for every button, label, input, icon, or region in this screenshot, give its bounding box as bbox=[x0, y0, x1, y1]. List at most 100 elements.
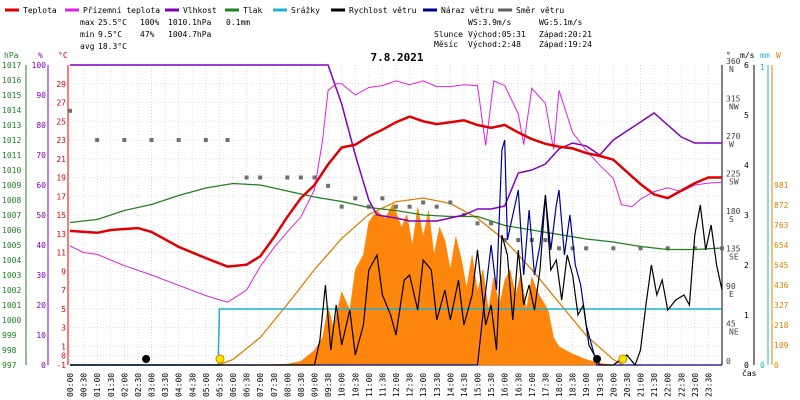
hpa-tick-5: 1002 bbox=[2, 286, 21, 295]
info-sun-rise: Východ:05:31 bbox=[468, 30, 526, 39]
dir-label-8: N bbox=[729, 65, 734, 74]
time-tick-24: 12:00 bbox=[392, 373, 401, 397]
time-tick-1: 00:30 bbox=[80, 373, 89, 397]
time-tick-31: 15:30 bbox=[487, 373, 496, 397]
info-moon-set: Západ:19:24 bbox=[539, 40, 592, 49]
series-temperature bbox=[69, 115, 722, 268]
time-tick-14: 07:00 bbox=[256, 373, 265, 397]
time-tick-5: 02:30 bbox=[134, 373, 143, 397]
pct-tick-5: 50 bbox=[36, 211, 46, 220]
time-tick-41: 20:30 bbox=[623, 373, 632, 397]
legend: Teplota Přízemní teplota Vlhkost Tlak Srážky… bbox=[5, 6, 564, 15]
wind-direction-point bbox=[570, 246, 575, 251]
wind-direction-point bbox=[394, 204, 398, 209]
wind-direction-point bbox=[203, 138, 208, 142]
legend-label-4: Srážky bbox=[291, 6, 320, 15]
temp-tick-15: 27 bbox=[56, 99, 66, 108]
temp-tick-7: 11 bbox=[56, 249, 66, 258]
dir-tick-5: 225 bbox=[726, 170, 741, 179]
hpa-tick-13: 1010 bbox=[2, 166, 21, 175]
wind-direction-point bbox=[502, 238, 507, 242]
stats-hum-min: 47% bbox=[140, 30, 155, 39]
time-tick-18: 09:00 bbox=[311, 373, 320, 397]
time-tick-35: 17:30 bbox=[541, 373, 550, 397]
time-tick-16: 08:00 bbox=[283, 373, 292, 397]
wind-direction-point bbox=[434, 204, 439, 209]
dir-label-7: NW bbox=[729, 103, 739, 112]
wind-direction-point bbox=[692, 246, 697, 251]
wind-direction-point bbox=[584, 246, 589, 251]
stats-press-max: 1010.1hPa bbox=[168, 18, 212, 27]
wind-direction-point bbox=[176, 138, 181, 142]
pct-tick-1: 10 bbox=[36, 331, 46, 340]
wind-direction-point bbox=[353, 196, 358, 201]
legend-label-3: Tlak bbox=[243, 6, 262, 15]
info-panel: WS:3.9m/s WG:5.1m/s Slunce Východ:05:31 Zápa… bbox=[434, 18, 592, 49]
solar-tick-4: 436 bbox=[774, 281, 789, 290]
hpa-tick-4: 1001 bbox=[2, 301, 21, 310]
temp-tick-14: 25 bbox=[56, 117, 66, 126]
hpa-tick-17: 1014 bbox=[2, 106, 21, 115]
temp-tick-9: 15 bbox=[56, 211, 66, 220]
temp-tick-16: 29 bbox=[56, 80, 66, 89]
wind-tick-5: 5 bbox=[744, 111, 749, 120]
sunset-marker bbox=[618, 354, 628, 364]
stats-label-min: min bbox=[80, 30, 95, 39]
x-axis-label: čas bbox=[742, 368, 757, 378]
hpa-tick-3: 1000 bbox=[2, 316, 21, 325]
time-tick-47: 23:30 bbox=[704, 373, 713, 397]
time-tick-27: 13:30 bbox=[433, 373, 442, 397]
dir-tick-7: 315 bbox=[726, 95, 741, 104]
hpa-tick-15: 1012 bbox=[2, 136, 21, 145]
time-tick-33: 16:30 bbox=[514, 373, 523, 397]
temp-tick-10: 17 bbox=[56, 192, 66, 201]
legend-label-6: Náraz větru bbox=[441, 6, 494, 15]
dir-label-1: NE bbox=[729, 328, 739, 337]
legend-label-0: Teplota bbox=[23, 6, 57, 15]
hpa-tick-11: 1008 bbox=[2, 196, 21, 205]
time-tick-44: 22:00 bbox=[664, 373, 673, 397]
time-tick-8: 04:00 bbox=[175, 373, 184, 397]
wind-direction-point bbox=[638, 246, 643, 251]
sunrise-marker bbox=[215, 354, 225, 364]
dir-label-4: S bbox=[729, 215, 734, 224]
wind-tick-2: 2 bbox=[744, 261, 749, 270]
solar-tick-3: 327 bbox=[774, 301, 789, 310]
wind-tick-4: 4 bbox=[744, 161, 749, 170]
temp-tick-12: 21 bbox=[56, 155, 66, 164]
solar-tick-2: 218 bbox=[774, 321, 789, 330]
dir-tick-2: 90 bbox=[726, 282, 736, 291]
hpa-tick-7: 1004 bbox=[2, 256, 21, 265]
dir-tick-4: 180 bbox=[726, 207, 741, 216]
time-tick-13: 06:30 bbox=[243, 373, 252, 397]
stats-temp-min: 9.5°C bbox=[98, 30, 122, 39]
wind-tick-6: 6 bbox=[744, 61, 749, 70]
wind-tick-3: 3 bbox=[744, 211, 749, 220]
moonset-marker bbox=[593, 355, 602, 363]
info-ws: WS:3.9m/s bbox=[468, 18, 512, 27]
series-ground-temperature bbox=[69, 80, 723, 303]
time-tick-23: 11:30 bbox=[378, 373, 387, 397]
time-tick-29: 14:30 bbox=[460, 373, 469, 397]
solar-tick-1: 109 bbox=[774, 341, 789, 350]
time-tick-40: 20:00 bbox=[609, 373, 618, 397]
hpa-tick-0: 997 bbox=[2, 361, 17, 370]
wind-tick-0: 0 bbox=[744, 361, 749, 370]
temp-tick-1: 0 bbox=[61, 352, 66, 361]
series-pressure bbox=[69, 182, 723, 251]
temp-tick-4: 5 bbox=[61, 305, 66, 314]
pct-tick-10: 100 bbox=[32, 61, 47, 70]
rain-tick-0: 0 bbox=[760, 361, 765, 370]
temp-tick-13: 23 bbox=[56, 136, 66, 145]
wind-direction-point bbox=[285, 175, 290, 180]
time-tick-36: 18:00 bbox=[555, 373, 564, 397]
hpa-tick-10: 1007 bbox=[2, 211, 21, 220]
temp-tick-5: 7 bbox=[61, 286, 66, 295]
stats-temp-avg: 18.3°C bbox=[98, 42, 127, 51]
time-tick-0: 00:00 bbox=[66, 373, 75, 397]
wind-direction-point bbox=[448, 200, 453, 205]
wind-direction-point bbox=[95, 138, 100, 142]
time-tick-4: 02:00 bbox=[120, 373, 129, 397]
wind-direction-point bbox=[122, 138, 127, 142]
info-wg: WG:5.1m/s bbox=[539, 18, 583, 27]
